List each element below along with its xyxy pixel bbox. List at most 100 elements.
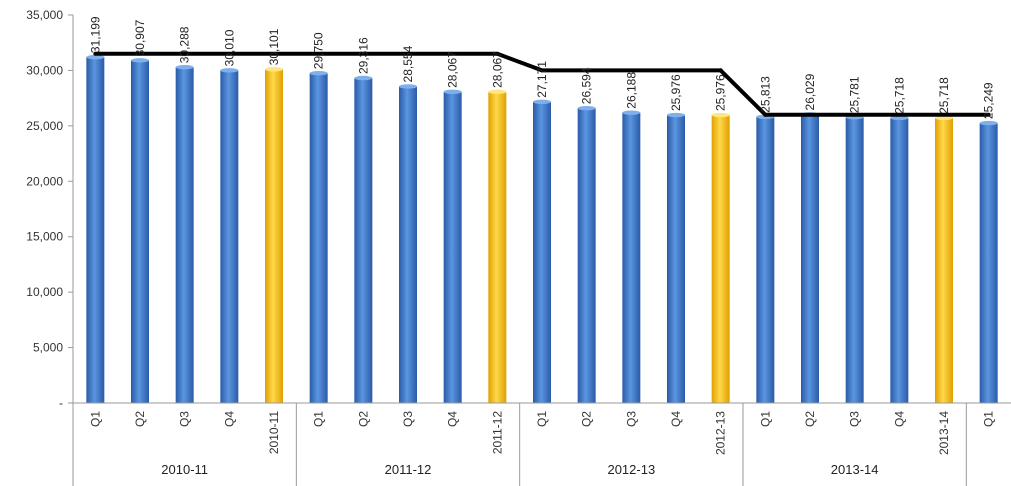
bar-quarter: [845, 117, 864, 403]
step-line: [93, 51, 991, 117]
y-tick-label: 20,000: [26, 174, 63, 188]
bar-quarter: [667, 115, 685, 404]
data-label: 28,067: [446, 51, 460, 88]
bar-quarter: [175, 67, 194, 403]
bar-annual: [488, 91, 507, 404]
y-tick-label: 30,000: [26, 63, 63, 77]
bar-quarter: [354, 78, 373, 403]
bar-quarter: [979, 123, 998, 403]
bar-quarter-top: [309, 71, 328, 76]
bar-quarter-top: [131, 58, 149, 63]
y-tick-label: 35,000: [26, 8, 63, 22]
bar-quarter-top: [622, 110, 641, 115]
data-label: 27,171: [535, 61, 549, 98]
data-label: 31,199: [88, 16, 102, 53]
bar-quarter-top: [890, 115, 909, 121]
bar-quarter: [220, 70, 239, 403]
data-label: 25,718: [937, 77, 951, 114]
category-label: Q3: [178, 411, 192, 427]
y-tick-label: 10,000: [26, 285, 63, 299]
bar-quarter-top: [86, 54, 105, 60]
bar-quarter: [443, 91, 462, 404]
bar-annual: [935, 117, 953, 404]
y-tick-label: 15,000: [26, 230, 63, 244]
data-label: 26,029: [803, 73, 817, 110]
bar-quarter: [622, 112, 641, 403]
data-label: 25,813: [758, 76, 772, 113]
data-label: 29,316: [356, 37, 370, 74]
data-labels: 31,199 30,907 30,288 30,010 30,101 29,750 29,3…: [88, 16, 995, 119]
data-label: 28,554: [401, 45, 415, 82]
category-label: Q2: [133, 411, 147, 427]
data-label: 26,594: [580, 67, 594, 104]
category-label: Q1: [88, 411, 102, 427]
category-label: Q1: [982, 411, 996, 427]
y-axis: - 5,000 10,000 15,000 20,000 25,000 30,000 35,0…: [26, 8, 74, 410]
category-label: Q4: [892, 411, 906, 427]
bar-quarter: [577, 108, 596, 403]
category-label: Q4: [222, 411, 236, 427]
bar-annual: [265, 69, 283, 404]
bar-quarter-top: [577, 105, 596, 111]
data-label: 30,101: [267, 28, 281, 65]
bar-quarter: [399, 86, 417, 404]
bar-quarter: [756, 116, 775, 404]
category-label: Q4: [446, 411, 460, 427]
category-label: Q2: [803, 411, 817, 427]
category-label: 2011-12: [490, 411, 504, 454]
data-label: 25,976: [669, 74, 683, 111]
data-label: 25,249: [982, 82, 996, 119]
bar-quarter-top: [667, 112, 685, 118]
y-tick-label: 5,000: [33, 341, 63, 355]
bar-quarter-top: [443, 89, 462, 95]
data-label: 29,750: [312, 32, 326, 69]
y-tick-label: 25,000: [26, 119, 63, 133]
bar-quarter-top: [354, 75, 373, 81]
category-label: Q3: [401, 411, 415, 427]
bar-quarter: [533, 101, 551, 404]
data-label: 30,288: [178, 26, 192, 63]
bar-annual-top: [935, 115, 953, 121]
category-label: Q4: [669, 411, 683, 427]
category-label: Q3: [848, 411, 862, 427]
data-label: 25,781: [848, 76, 862, 113]
bar-quarter-top: [533, 99, 551, 104]
data-label: 30,010: [222, 29, 236, 66]
bar-annual-top: [488, 89, 507, 95]
bar-quarter: [131, 60, 149, 403]
bar-quarter: [801, 114, 819, 403]
bar-quarter: [309, 73, 328, 403]
bar-quarter: [86, 57, 105, 403]
x-axis: Q1 Q2 Q3 Q4 2010-11 Q1 Q2 Q3 Q4 2011-12 Q1 Q2 Q3 Q4 20…: [72, 402, 1011, 486]
y-tick-label: -: [59, 396, 63, 410]
category-label: 2013-14: [937, 411, 951, 455]
data-label: 25,718: [892, 77, 906, 114]
category-label: Q2: [580, 411, 594, 427]
category-label: Q1: [758, 411, 772, 427]
category-label: Q3: [624, 411, 638, 427]
category-label: Q2: [356, 411, 370, 427]
bar-quarter-top: [220, 68, 239, 73]
data-label: 26,188: [624, 72, 638, 109]
bar-annual: [711, 115, 730, 404]
bar-annual-top: [711, 112, 730, 118]
category-label: 2012-13: [714, 411, 728, 455]
group-label: 2010-11: [161, 462, 208, 477]
category-label: 2010-11: [267, 411, 281, 454]
bar-quarter: [890, 117, 909, 404]
data-label: 28,067: [490, 51, 504, 88]
category-label: Q1: [312, 411, 326, 427]
bar-quarter-top: [979, 120, 998, 126]
category-label: Q1: [535, 411, 549, 427]
group-label: 2013-14: [831, 462, 879, 477]
bar-quarter-top: [175, 65, 194, 70]
group-label: 2011-12: [385, 462, 432, 477]
bars: [86, 54, 998, 404]
bar-quarter-top: [399, 84, 417, 89]
step-line-drop: [718, 68, 768, 117]
group-label: 2012-13: [607, 462, 655, 477]
step-line-drop: [495, 51, 544, 73]
data-label: 30,907: [133, 19, 147, 56]
data-label: 25,976: [714, 74, 728, 111]
